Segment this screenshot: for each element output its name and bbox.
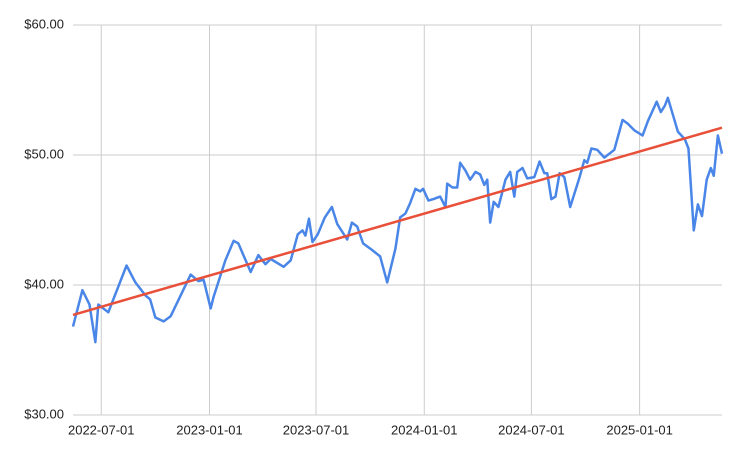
- y-tick-label: $60.00: [24, 16, 64, 31]
- x-tick-label: 2024-01-01: [391, 422, 458, 437]
- price-line: [71, 96, 724, 344]
- y-tick-label: $40.00: [24, 276, 64, 291]
- x-tick-label: 2024-07-01: [498, 422, 565, 437]
- y-tick-label: $50.00: [24, 146, 64, 161]
- x-tick-label: 2022-07-01: [68, 422, 135, 437]
- x-tick-label: 2023-01-01: [176, 422, 243, 437]
- x-tick-label: 2025-01-01: [606, 422, 673, 437]
- trendline: [72, 126, 723, 317]
- x-tick-label: 2023-07-01: [283, 422, 350, 437]
- y-tick-label: $30.00: [24, 406, 64, 421]
